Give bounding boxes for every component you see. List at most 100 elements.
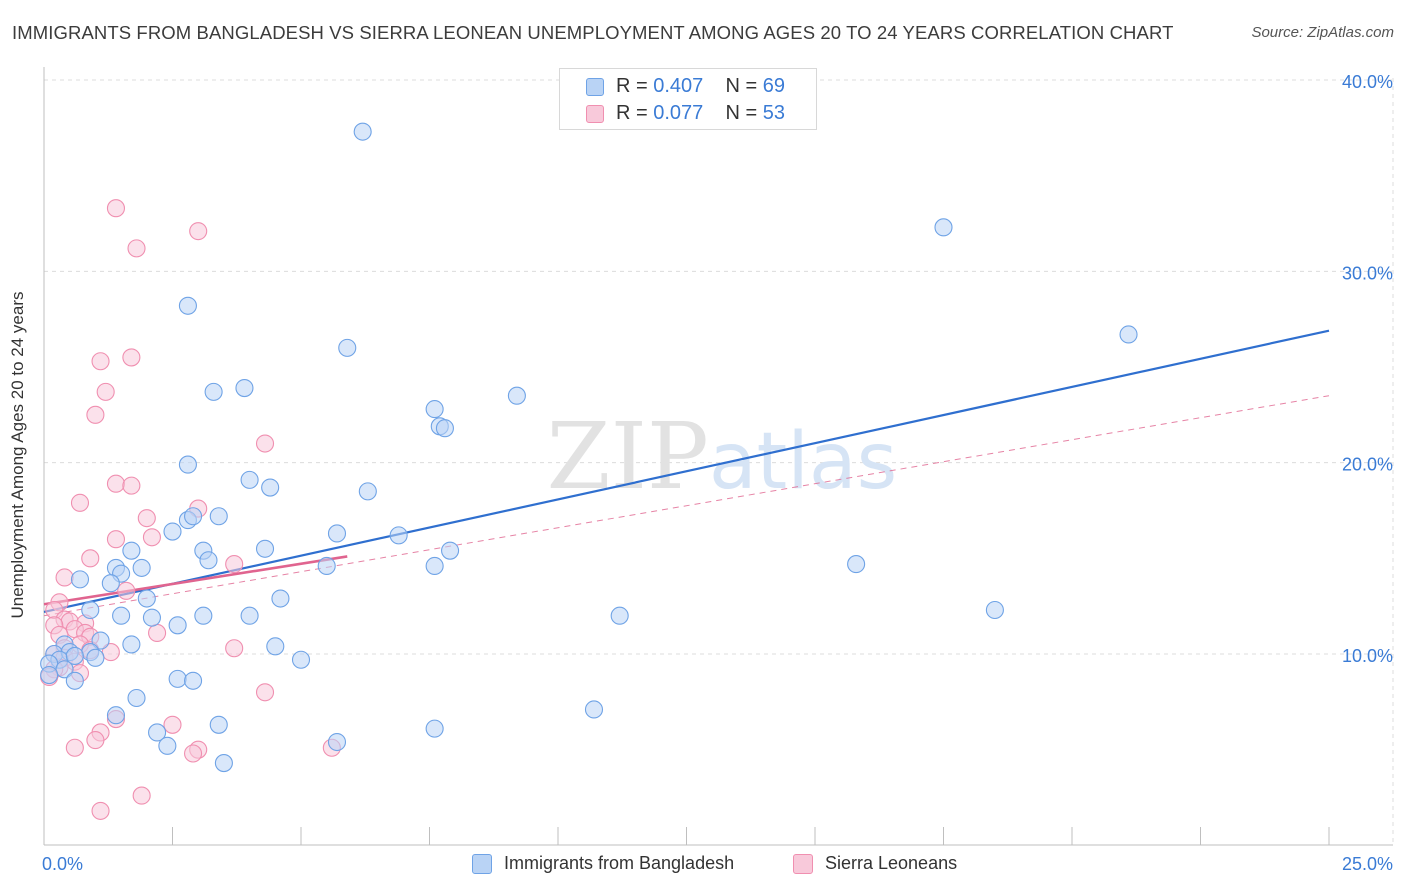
bangladesh-point [178,455,197,474]
bangladesh-point [934,218,953,237]
sierra-leonean-point [86,731,105,750]
bangladesh-point [194,606,213,625]
bangladesh-point [204,382,223,401]
bangladesh-point [235,378,254,398]
bangladesh-point [168,669,187,688]
bangladesh-point [291,650,311,669]
bangladesh-point [163,522,182,541]
sierra-leonean-point [106,199,126,218]
sierra-leonean-point [127,239,146,258]
sierra-leonean-point [117,581,136,600]
sierra-leonean-point [122,348,141,367]
sierra-leonean-point [132,786,151,805]
chart-title: IMMIGRANTS FROM BANGLADESH VS SIERRA LEO… [12,22,1174,43]
sierra-leonean-point [81,549,100,568]
legend-label: Immigrants from Bangladesh [504,853,735,873]
sierra-leonean-point [96,382,115,401]
bangladesh-point [240,470,259,489]
trend-lines [43,329,1330,617]
bangladesh-point [184,507,203,526]
sierra-leonean-point [148,623,167,643]
bangladesh-point [122,635,141,654]
bangladesh-point [81,600,100,620]
sierra-leonean-point [225,555,244,574]
bangladesh-point [137,589,156,608]
bangladesh-point [112,606,131,625]
sierra-leonean-trend-extension [43,395,1330,617]
bangladesh-point [209,507,228,526]
sierra-leonean-legend-swatch [793,854,813,874]
bangladesh-point [40,665,59,685]
bangladesh-point [317,556,336,576]
bangladesh-point [425,556,444,576]
bangladesh-point [327,524,347,543]
bangladesh-point [847,555,866,574]
sierra-leonean-point [106,474,126,493]
n-label: N = [725,102,758,124]
y-tick-label: 40.0% [1342,72,1393,92]
bangladesh-point [425,400,444,419]
legend-label: Sierra Leoneans [825,853,958,873]
bangladesh-point [142,608,161,627]
bangladesh-point [214,754,233,773]
bangladesh-point [106,706,126,725]
sierra-leonean-point [91,352,110,371]
bangladesh-point [86,648,105,667]
bangladesh-point [199,551,218,570]
axes [43,67,1393,846]
bangladesh-swatch [586,78,604,96]
sierra-leonean-point [163,715,182,734]
bangladesh-point [327,732,347,752]
n-label: N = [725,75,758,97]
watermark-text: ZIPatlas [547,403,898,510]
bangladesh-point [132,558,151,577]
sierra-leonean-point [255,434,275,453]
sierra-leonean-point [70,493,90,512]
bangladesh-point [184,671,203,690]
bangladesh-point [389,526,408,545]
bangladesh-point [148,723,167,742]
sierra-leonean-point [91,801,110,820]
sierra-leonean-point [122,476,141,495]
y-tick-label: 30.0% [1342,263,1393,283]
bangladesh-point [353,122,372,141]
bangladesh-legend-swatch [472,854,492,874]
bangladesh-point [358,482,377,501]
bangladesh-point [266,637,285,656]
r-value: 0.077 [653,102,704,124]
bangladesh-point [610,606,629,625]
bangladesh-point [122,541,141,560]
sierra-leonean-point [65,738,84,757]
sierra-leonean-point [86,405,105,424]
bangladesh-point [101,574,120,593]
bangladesh-point [507,386,526,405]
bangladesh-point [168,616,187,635]
n-value: 69 [762,75,786,97]
bangladesh-point [240,606,259,625]
bangladesh-point [584,700,604,719]
sierra-leonean-trend-line [43,555,348,606]
n-value: 53 [762,102,786,124]
sierra-leonean-point [55,568,74,587]
sierra-leonean-swatch [586,105,604,123]
bangladesh-point [255,539,275,558]
bangladesh-point [441,541,460,560]
y-tick-label: 20.0% [1342,455,1393,475]
bangladesh-point [70,570,90,589]
r-label: R = [616,102,648,124]
sierra-leonean-point [106,530,126,549]
sierra-leonean-point [142,528,161,547]
chart-source: Source: ZipAtlas.com [1251,24,1394,41]
sierra-leonean-point [184,744,203,763]
watermark: ZIPatlas [547,403,898,510]
stats-legend: R = 0.407 N = 69 R = 0.077 N = 53 [559,68,817,130]
bangladesh-point [127,688,146,708]
y-axis-label: Unemployment Among Ages 20 to 24 years [8,291,27,619]
sierra-leonean-point [189,222,208,241]
bangladesh-point [425,719,444,738]
sierra-leonean-point [225,639,244,658]
bangladesh-point [1119,325,1138,344]
bangladesh-point [209,715,228,734]
y-tick-label: 10.0% [1342,646,1393,666]
